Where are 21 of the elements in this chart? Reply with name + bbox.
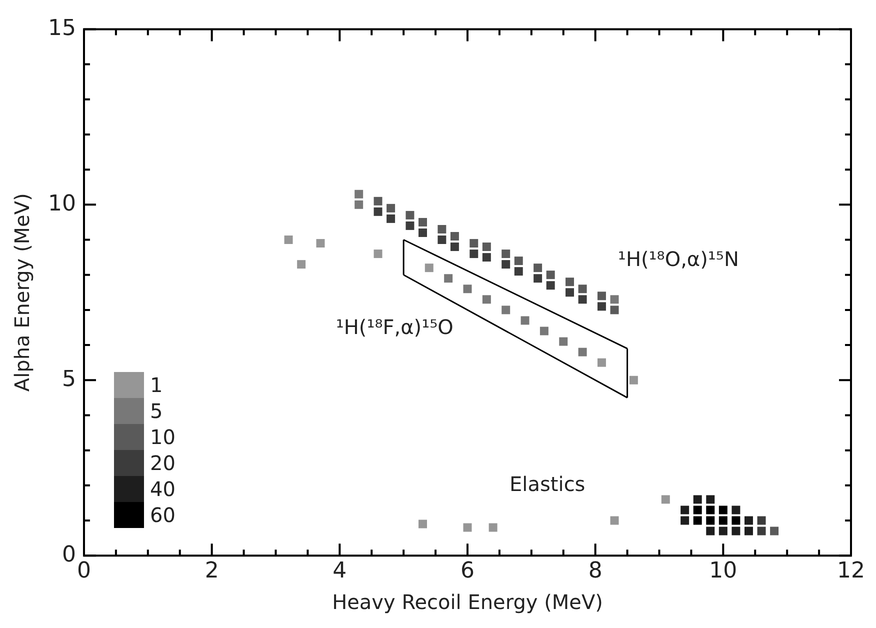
legend-label: 60 (150, 502, 176, 527)
y-tick-label: 15 (48, 16, 76, 41)
x-tick-label: 4 (332, 558, 347, 584)
x-tick-label: 10 (709, 558, 738, 584)
x-tick-label: 8 (588, 558, 602, 584)
annotation: ¹H(¹⁸O,α)¹⁵N (618, 247, 739, 272)
x-tick-label: 12 (837, 558, 866, 584)
x-axis-title: Heavy Recoil Energy (MeV) (332, 590, 603, 614)
annotation: Elastics (510, 472, 586, 496)
legend-label: 10 (150, 424, 176, 449)
legend-label: 1 (150, 372, 163, 397)
y-tick-label: 0 (62, 542, 76, 568)
y-tick-label: 10 (48, 191, 76, 216)
legend-label: 5 (150, 398, 163, 423)
y-tick-label: 5 (62, 366, 76, 392)
legend-label: 40 (150, 476, 176, 501)
annotation: ¹H(¹⁸F,α)¹⁵O (336, 315, 454, 340)
x-tick-label: 2 (204, 558, 219, 584)
x-tick-label: 6 (460, 558, 474, 584)
y-axis-title: Alpha Energy (MeV) (10, 193, 34, 392)
legend-label: 20 (150, 450, 176, 475)
